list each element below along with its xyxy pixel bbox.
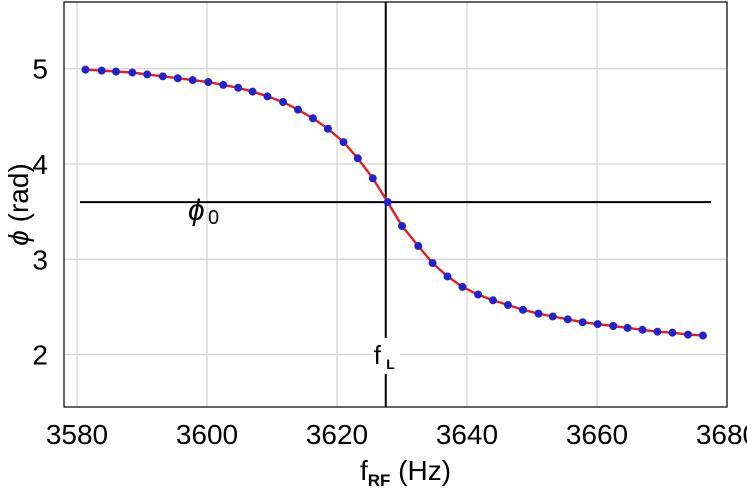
- data-point: [563, 315, 572, 324]
- x-axis-title-main: f: [360, 455, 368, 486]
- data-points: [81, 65, 707, 340]
- fl-label-background: [371, 338, 400, 374]
- data-point: [263, 92, 272, 101]
- y-tick-label: 5: [32, 54, 48, 85]
- fl-label-sub: L: [386, 356, 395, 372]
- data-point: [204, 78, 213, 87]
- data-point: [578, 318, 587, 327]
- x-axis-title-sub: RF: [368, 471, 391, 490]
- data-point: [503, 301, 512, 310]
- data-point: [548, 312, 557, 321]
- data-point: [128, 68, 137, 77]
- x-tick-label: 3580: [46, 419, 108, 450]
- data-point: [143, 70, 152, 79]
- data-point: [684, 330, 692, 339]
- data-point: [219, 80, 228, 89]
- y-axis-title-unit: (rad): [3, 163, 34, 230]
- plot-frame: [63, 1, 728, 408]
- x-axis-title: fRF (Hz): [360, 455, 451, 490]
- y-axis-title-main: ϕ: [3, 230, 34, 246]
- y-tick-label: 4: [32, 149, 48, 180]
- data-point: [428, 259, 437, 268]
- data-point: [323, 124, 332, 133]
- data-point: [698, 331, 707, 340]
- fl-label-main: f: [374, 340, 382, 370]
- data-point: [81, 65, 90, 74]
- data-point: [518, 305, 527, 314]
- data-point: [308, 114, 317, 123]
- data-point: [653, 327, 662, 336]
- data-point: [368, 174, 377, 183]
- data-point: [353, 154, 362, 163]
- data-point: [234, 83, 243, 92]
- data-point: [173, 74, 182, 83]
- x-tick-label: 3660: [566, 419, 628, 450]
- phi0-label-sub: 0: [208, 207, 219, 229]
- data-point: [188, 76, 197, 85]
- data-point: [97, 66, 106, 75]
- phi0-label: ϕ: [188, 194, 205, 227]
- data-point: [383, 198, 392, 207]
- x-tick-labels: 3580 3600 3620 3640 3660 3680: [46, 419, 747, 450]
- y-axis-title: ϕ (rad): [3, 163, 34, 245]
- data-point: [534, 309, 543, 318]
- x-tick-label: 3680: [696, 419, 747, 450]
- x-axis-title-unit: (Hz): [390, 455, 451, 486]
- data-point: [112, 67, 120, 76]
- phi0-label-main: ϕ: [188, 194, 205, 227]
- data-point: [248, 87, 257, 96]
- data-point: [339, 138, 348, 147]
- data-point: [279, 98, 288, 107]
- data-point: [294, 105, 302, 114]
- data-point: [398, 221, 406, 230]
- data-point: [668, 328, 677, 337]
- y-tick-labels: 2 3 4 5: [32, 54, 48, 371]
- data-point: [489, 296, 497, 305]
- x-tick-label: 3640: [436, 419, 498, 450]
- x-tick-label: 3600: [176, 419, 238, 450]
- data-point: [609, 322, 618, 330]
- data-point: [158, 72, 167, 81]
- data-point: [414, 241, 423, 250]
- data-point: [443, 272, 452, 281]
- data-point: [638, 325, 647, 334]
- data-point: [623, 323, 632, 332]
- x-tick-label: 3620: [306, 419, 368, 450]
- y-tick-label: 3: [32, 244, 48, 275]
- data-point: [458, 282, 467, 291]
- y-tick-label: 2: [32, 340, 48, 371]
- data-point: [474, 290, 483, 299]
- data-point: [593, 320, 602, 329]
